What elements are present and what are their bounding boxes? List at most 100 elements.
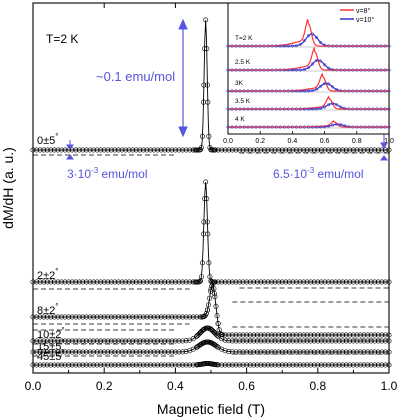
inset-series-nu10-marker [246, 44, 250, 48]
scale-label-small-left-base: 3·10 [67, 167, 91, 181]
inset-series-nu10-marker [375, 107, 379, 111]
main-series-marker [76, 279, 82, 285]
inset-series-nu10-marker [286, 68, 290, 72]
main-series-marker [315, 349, 321, 355]
main-series-marker [204, 46, 210, 52]
main-series-marker [308, 279, 314, 285]
inset-legend: ν=8° ν=10° [340, 7, 374, 24]
inset-series-nu10-marker [290, 44, 294, 48]
main-series-marker [130, 349, 136, 355]
main-series-marker [137, 279, 143, 285]
main-series-marker [251, 349, 257, 355]
inset-series-nu10-marker [298, 68, 303, 72]
main-series-marker [199, 133, 205, 139]
main-series-marker [283, 349, 289, 355]
main-series-marker [69, 314, 75, 320]
main-series-marker [276, 338, 282, 344]
inset-series-nu10-marker [323, 105, 327, 109]
inset-series-nu10-marker [290, 89, 294, 93]
main-series-marker [365, 147, 371, 153]
main-series-marker [140, 362, 146, 368]
main-series-marker [140, 279, 146, 285]
main-series-marker [183, 279, 189, 285]
inset-series-nu10-marker [302, 125, 307, 129]
main-series-marker [34, 279, 40, 285]
main-series-marker [190, 314, 196, 320]
main-series-marker [126, 362, 132, 368]
main-series-marker [340, 362, 346, 368]
main-series-marker [165, 349, 171, 355]
main-series-marker [162, 279, 168, 285]
main-series-marker [112, 338, 118, 344]
inset-series-nu10-marker [331, 123, 335, 127]
main-series-marker [126, 279, 132, 285]
inset-series-nu10-marker [294, 44, 298, 48]
inset-series-nu10-marker [258, 89, 262, 93]
main-series-marker [101, 349, 107, 355]
main-series-marker [30, 147, 36, 153]
inset-series-nu10-marker [343, 89, 347, 93]
main-series-marker [269, 338, 275, 344]
main-series-marker [254, 279, 260, 285]
main-series-marker [347, 332, 353, 338]
inset-series-nu10-marker [339, 68, 343, 72]
main-series-marker [180, 349, 186, 355]
main-series-marker [375, 279, 381, 285]
main-series-marker [187, 279, 193, 285]
scale-label-small-left: 3·10-3 emu/mol [67, 166, 148, 181]
main-series-marker [361, 332, 367, 338]
main-series-marker [325, 362, 331, 368]
main-series-marker [251, 147, 257, 153]
main-series-marker [240, 279, 246, 285]
inset-series-nu10-marker [310, 89, 315, 93]
main-series-marker [293, 147, 299, 153]
main-series-marker [322, 279, 328, 285]
inset-series-nu10-marker [351, 44, 355, 48]
main-series-marker [94, 147, 100, 153]
main-series-marker [108, 279, 114, 285]
main-series-marker [276, 279, 282, 285]
inset-series-nu10-marker [294, 107, 298, 111]
main-series-marker [236, 349, 242, 355]
main-series-marker [222, 337, 228, 343]
main-series-marker [203, 311, 209, 317]
main-series-marker [41, 349, 47, 355]
main-series-marker [91, 338, 97, 344]
main-series-marker [215, 147, 221, 153]
inset-row-label: 3.5 K [235, 98, 251, 105]
main-series-marker [244, 279, 250, 285]
inset-series-nu10-marker [343, 124, 347, 128]
main-series-marker [265, 362, 271, 368]
main-series-marker [83, 362, 89, 368]
main-series-marker [236, 279, 242, 285]
main-series-marker [325, 279, 331, 285]
main-series-marker [315, 338, 321, 344]
main-series-marker [130, 314, 136, 320]
inset-x-tick-label: 0.4 [288, 138, 298, 145]
main-series-marker [123, 279, 129, 285]
main-series-marker [269, 349, 275, 355]
inset-series-nu10-marker [335, 122, 339, 126]
main-series-marker [94, 279, 100, 285]
main-series-marker [190, 336, 196, 342]
main-series-marker [126, 338, 132, 344]
inset-series-nu10-marker [383, 89, 387, 93]
main-series-marker [94, 362, 100, 368]
main-series-marker [311, 332, 317, 338]
scale-arrow-small-right [380, 134, 388, 161]
main-series-marker [213, 343, 219, 349]
main-series-marker [126, 314, 132, 320]
main-series-marker [66, 314, 72, 320]
main-series-marker [180, 279, 186, 285]
main-series-marker [251, 279, 257, 285]
legend-label-nu10: ν=10° [356, 16, 374, 24]
inset-series-nu10-marker [331, 101, 335, 106]
main-series-marker [112, 147, 118, 153]
inset-series-nu10-marker [238, 125, 242, 129]
main-series-marker [55, 362, 61, 368]
inset-x-tick-label: 0.8 [352, 138, 362, 145]
main-series-marker [83, 338, 89, 344]
inset-series-nu10-marker [306, 125, 311, 129]
main-series-marker [379, 349, 385, 355]
main-series-marker [358, 279, 364, 285]
